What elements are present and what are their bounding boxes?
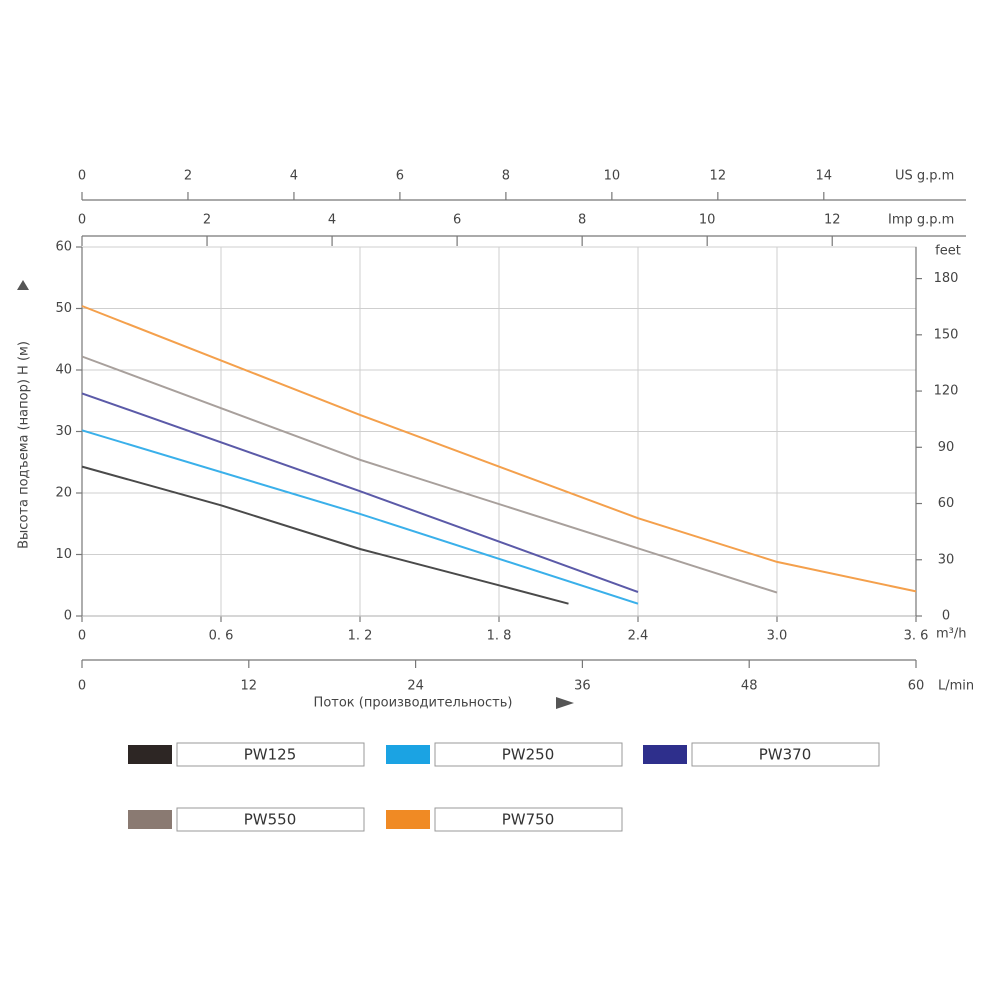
legend-box [691, 742, 880, 767]
flow-tick-label: 12 [241, 679, 258, 694]
legend-swatch [643, 745, 687, 764]
x-tick-label: 3.0 [767, 629, 788, 644]
legend-swatch [128, 745, 172, 764]
legend-swatch [386, 810, 430, 829]
x-tick-label: 1. 8 [487, 629, 512, 644]
flow-tick-label: 2 [184, 169, 192, 184]
series-line [81, 305, 917, 593]
flow-tick-label: 14 [816, 169, 833, 184]
flow-unit: US g.p.m [895, 169, 954, 184]
flow-tick-label: 10 [699, 213, 716, 228]
legend-label: PW750 [502, 811, 555, 829]
flow-tick-label: 8 [578, 213, 586, 228]
flow-tick-label: 0 [78, 679, 86, 694]
y2-tick-label: 90 [938, 440, 955, 455]
y-arrow [17, 280, 29, 290]
flow-tick-label: 60 [908, 679, 925, 694]
y2-unit: feet [935, 244, 961, 259]
legend-label: PW370 [759, 746, 812, 764]
flow-tick-label: 6 [453, 213, 461, 228]
y2-tick-label: 180 [934, 271, 959, 286]
y-tick-label: 60 [55, 240, 72, 255]
x-arrow [556, 697, 574, 709]
x-axis-label: Поток (производительность) [314, 696, 513, 711]
y-axis-label: Высота подъема (напор) H (м) [17, 341, 32, 549]
legend-box [176, 742, 365, 767]
x-unit: m³/h [936, 627, 967, 642]
series-line [81, 465, 569, 605]
flow-tick-label: 4 [328, 213, 336, 228]
flow-tick-label: 2 [203, 213, 211, 228]
x-tick-label: 0 [78, 629, 86, 644]
flow-tick-label: 8 [502, 169, 510, 184]
legend-swatch [128, 810, 172, 829]
flow-tick-label: 4 [290, 169, 298, 184]
legend-label: PW550 [244, 811, 297, 829]
legend-swatch [386, 745, 430, 764]
flow-tick-label: 24 [407, 679, 424, 694]
y2-tick-label: 60 [938, 496, 955, 511]
y-tick-label: 30 [55, 424, 72, 439]
series-line [81, 355, 778, 594]
legend-label: PW125 [244, 746, 297, 764]
legend-box [176, 807, 365, 832]
x-tick-label: 1. 2 [348, 629, 373, 644]
y2-tick-label: 30 [938, 552, 955, 567]
flow-unit: Imp g.p.m [888, 213, 954, 228]
flow-tick-label: 36 [574, 679, 591, 694]
y2-tick-label: 150 [934, 327, 959, 342]
y-tick-label: 20 [55, 486, 72, 501]
flow-tick-label: 6 [396, 169, 404, 184]
x-tick-label: 2.4 [628, 629, 649, 644]
y-tick-label: 0 [64, 609, 72, 624]
y2-tick-label: 0 [942, 609, 950, 624]
series-line [81, 392, 639, 593]
y-tick-label: 10 [55, 547, 72, 562]
flow-tick-label: 0 [78, 213, 86, 228]
flow-tick-label: 48 [741, 679, 758, 694]
flow-unit: L/min [938, 679, 974, 694]
flow-tick-label: 0 [78, 169, 86, 184]
y-tick-label: 40 [55, 363, 72, 378]
flow-tick-label: 12 [824, 213, 841, 228]
flow-tick-label: 10 [604, 169, 621, 184]
legend-box [434, 742, 623, 767]
legend-label: PW250 [502, 746, 555, 764]
x-tick-label: 3. 6 [904, 629, 929, 644]
y-tick-label: 50 [55, 301, 72, 316]
x-tick-label: 0. 6 [209, 629, 234, 644]
y2-tick-label: 120 [934, 384, 959, 399]
legend-box [434, 807, 623, 832]
flow-tick-label: 12 [710, 169, 727, 184]
series-line [81, 429, 639, 605]
